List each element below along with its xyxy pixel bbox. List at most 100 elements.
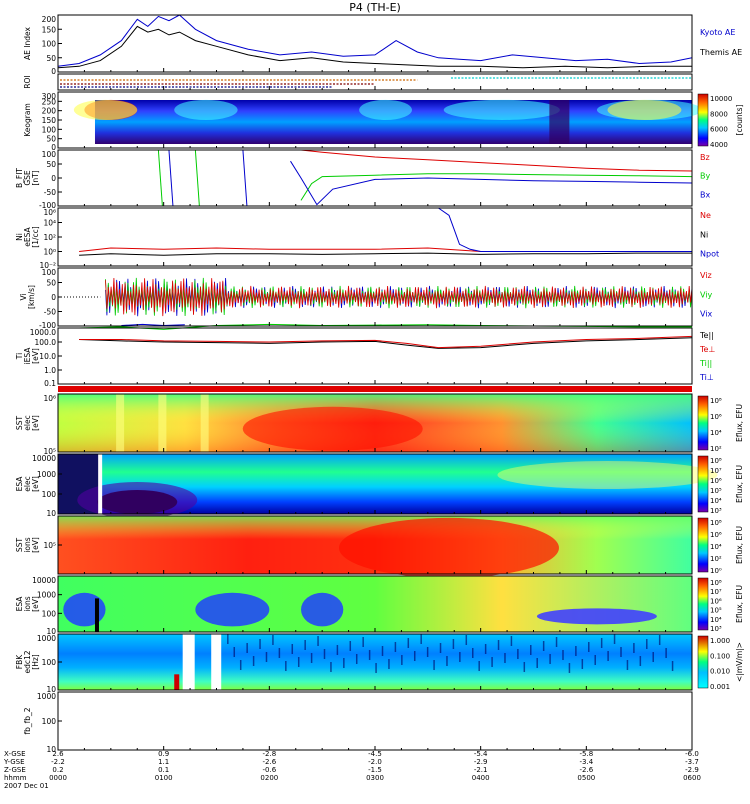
legend-te-: Te⊥ [699, 345, 715, 354]
y-axis-label: SST [15, 538, 24, 553]
colorbar-tick-label: 10000 [710, 95, 732, 103]
fbk-dark-streak [671, 661, 674, 671]
colorbar [697, 93, 709, 147]
fbk-dark-streak [472, 648, 474, 658]
y-tick-label: 10 [46, 627, 56, 636]
keogram-aurora-blob [607, 99, 682, 120]
esa-elec-purple [77, 482, 198, 518]
legend-te-: Te|| [699, 331, 714, 340]
keogram-dark-band [549, 100, 570, 144]
colorbar-tick-label: 10⁸ [710, 457, 722, 465]
y-tick-label: 100 [42, 717, 57, 726]
footer-row-label: Y-GSE [3, 758, 25, 766]
y-tick-label: 0 [51, 174, 56, 183]
fbk-dark-streak [246, 643, 248, 653]
series-npot-line [438, 207, 692, 252]
y-axis-label: ions [23, 537, 32, 552]
y-tick-label: 10000 [32, 576, 56, 585]
y-axis-label: [1/cc] [31, 226, 40, 247]
footer-value: -3.4 [579, 758, 593, 766]
esa-elec-gap [98, 454, 103, 514]
colorbar-tick-label: 0.100 [710, 652, 730, 660]
y-tick-label: 100 [42, 490, 57, 499]
colorbar-title: [counts] [735, 104, 744, 135]
fbk-dark-streak [549, 654, 551, 664]
footer-value: 0600 [683, 774, 701, 782]
y-tick-label: 100 [42, 268, 57, 277]
y-tick-label: -100 [39, 321, 56, 330]
keogram-aurora-blob [443, 99, 560, 120]
series-bx-line [290, 160, 693, 206]
y-axis-label: Ti [15, 353, 24, 360]
y-axis-label: [nT] [31, 170, 40, 185]
spectrogram-layer [58, 92, 718, 690]
y-axis-label: edc12 [23, 650, 32, 673]
colorbar [697, 395, 709, 451]
legend-kyoto-ae: Kyoto AE [700, 28, 735, 37]
fbk-dark-streak [420, 634, 422, 644]
panel-frame [57, 207, 693, 267]
y-axis-label: ROI [23, 75, 32, 88]
y-tick-label: 10⁵ [43, 541, 56, 550]
fbk-dark-streak [562, 650, 564, 660]
footer-value: 0.1 [158, 766, 169, 774]
fbk-dark-streak [433, 660, 435, 670]
y-tick-label: 10000 [32, 454, 56, 463]
footer-value: 1.1 [158, 758, 169, 766]
footer-row-label: Z-GSE [4, 766, 26, 774]
footer-value: -2.2 [51, 758, 65, 766]
sst-elec-stripe [200, 394, 209, 452]
y-tick-label: 200 [42, 15, 57, 24]
y-axis-label: elec [23, 415, 32, 430]
y-tick-label: 150 [42, 116, 57, 125]
sst-elec-stripe [158, 394, 167, 452]
footer-value: 0000 [49, 774, 67, 782]
fbk-dark-streak [652, 652, 654, 662]
footer-value: -2.9 [685, 766, 699, 774]
y-axis-label: GSE [23, 170, 32, 186]
bfit-spike [242, 149, 248, 207]
fbk-dark-streak [233, 647, 236, 657]
legend-npot: Npot [700, 250, 719, 259]
fbk-dark-streak [478, 661, 480, 671]
y-tick-label: 0 [51, 293, 56, 302]
colorbar-tick-label: 10² [710, 445, 722, 453]
y-tick-label: 1000.0 [30, 328, 56, 337]
y-axis-label: ions [23, 596, 32, 611]
y-tick-label: 100 [42, 40, 57, 49]
y-axis-label: [eV] [31, 348, 40, 364]
series-kyoto-ae-line [57, 14, 693, 67]
fbk-dark-streak [368, 650, 371, 660]
legend-ti-: Ti⊥ [699, 373, 714, 382]
footer-value: 2.6 [52, 750, 64, 758]
panel-frame [57, 691, 693, 751]
y-tick-label: 1000 [37, 591, 56, 600]
panel-frame [57, 327, 693, 385]
fbk-dark-streak [484, 644, 487, 654]
series-bz-line [300, 149, 693, 172]
y-tick-label: 0.1 [44, 379, 56, 388]
legend-viz: Viz [700, 271, 712, 280]
fbk-dark-streak [536, 658, 538, 668]
footer-value: 0300 [366, 774, 384, 782]
footer-row-label: X-GSE [4, 750, 26, 758]
bfit-spike [194, 149, 200, 207]
colorbar-tick-label: 10⁴ [710, 616, 722, 624]
colorbar-tick-label: 10⁴ [710, 429, 722, 437]
y-tick-label: 1.0 [44, 366, 56, 375]
fbk-dark-streak [278, 648, 281, 658]
fbk-dark-streak [272, 635, 274, 645]
footer-value: 0200 [260, 774, 278, 782]
y-tick-label: 150 [42, 25, 57, 34]
footer-value: 0.9 [158, 750, 169, 758]
sst-elec-hot [242, 406, 423, 451]
fbk-dark-streak [297, 657, 300, 667]
y-axis-label: [eV] [31, 415, 40, 431]
fbk-dark-streak [523, 662, 526, 672]
y-tick-label: 200 [42, 107, 57, 116]
y-tick-label: 100.0 [35, 338, 57, 347]
fbk-dark-streak [497, 640, 500, 650]
